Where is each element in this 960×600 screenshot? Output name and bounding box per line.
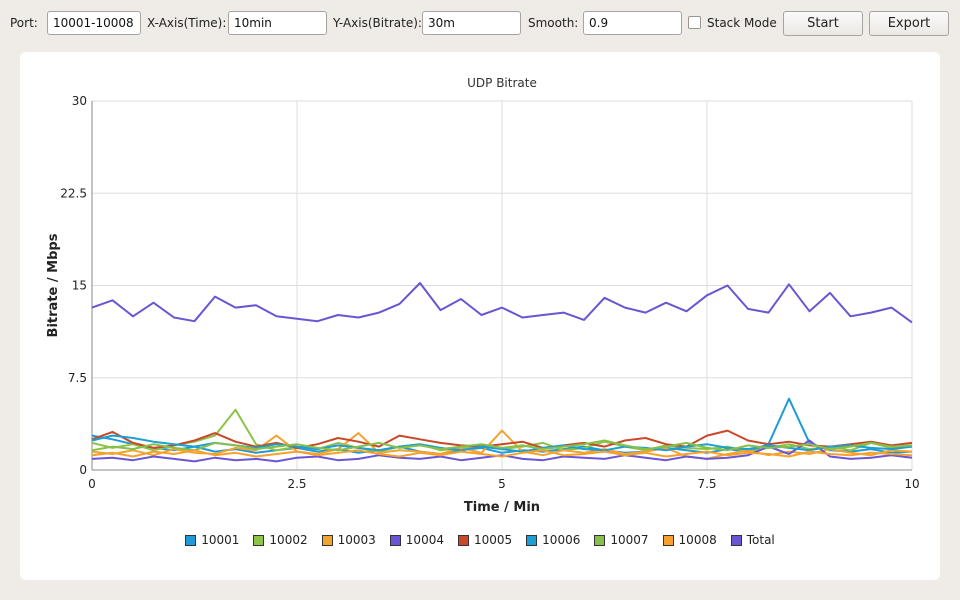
port-label: Port: — [10, 16, 38, 30]
legend-item-10002: 10002 — [253, 533, 308, 547]
legend-item-10003: 10003 — [321, 533, 376, 547]
series-line-10008 — [91, 449, 913, 458]
series-line-10004 — [91, 439, 913, 463]
toolbar: Port: X-Axis(Time): Y-Axis(Bitrate): Smo… — [0, 0, 960, 48]
legend-item-10007: 10007 — [594, 533, 649, 547]
legend-label: 10001 — [201, 533, 240, 547]
yaxis-bitrate-input[interactable] — [422, 11, 521, 35]
legend-item-10006: 10006 — [526, 533, 580, 547]
chart-panel: UDP Bitrate 0 7.5 15 22.5 30 0 2.5 5 7.5 10 Time / … — [20, 52, 940, 580]
stack-mode-label[interactable]: Stack Mode — [707, 16, 777, 30]
legend-label: 10004 — [405, 533, 444, 547]
legend-label: 10003 — [337, 533, 376, 547]
legend-swatch — [389, 534, 401, 546]
y-tick-label: 7.5 — [68, 371, 87, 385]
yaxis-bitrate-label: Y-Axis(Bitrate): — [333, 16, 422, 30]
legend-item-10001: 10001 — [185, 533, 239, 547]
legend-label: 10007 — [610, 533, 649, 547]
port-input[interactable] — [47, 11, 141, 35]
start-button[interactable]: Start — [783, 11, 863, 36]
legend-item-10004: 10004 — [389, 533, 444, 547]
x-tick-label: 0 — [88, 477, 96, 491]
x-tick-label: 7.5 — [697, 477, 716, 491]
y-tick-label: 22.5 — [60, 186, 87, 200]
legend-swatch — [594, 534, 606, 546]
y-tick-label: 0 — [79, 463, 87, 477]
stack-mode-checkbox[interactable] — [688, 16, 701, 29]
legend-swatch — [457, 534, 469, 546]
legend-swatch — [730, 534, 742, 546]
legend-swatch — [526, 534, 538, 546]
legend-label: 10002 — [269, 533, 308, 547]
y-tick-label: 15 — [72, 279, 87, 293]
x-tick-label: 5 — [498, 477, 506, 491]
smooth-input[interactable] — [583, 11, 682, 35]
series-line-10005 — [91, 429, 913, 449]
smooth-label: Smooth: — [528, 16, 579, 30]
x-tick-label: 10 — [904, 477, 919, 491]
udp-bitrate-chart: UDP Bitrate 0 7.5 15 22.5 30 0 2.5 5 7.5 10 Time / … — [46, 76, 920, 515]
legend-swatch — [253, 534, 265, 546]
x-tick-label: 2.5 — [287, 477, 306, 491]
legend-label: 10006 — [542, 533, 581, 547]
chart-title: UDP Bitrate — [467, 76, 537, 90]
legend-label: 10008 — [678, 533, 717, 547]
legend-swatch — [321, 534, 333, 546]
export-button[interactable]: Export — [869, 11, 949, 36]
y-tick-label: 30 — [72, 94, 87, 108]
legend-item-10005: 10005 — [457, 533, 513, 547]
legend-item-total: Total — [730, 533, 775, 547]
legend-swatch — [662, 534, 674, 546]
legend-item-10008: 10008 — [662, 533, 717, 547]
legend-swatch — [185, 534, 197, 546]
series-line-total — [91, 282, 913, 324]
x-axis-title: Time / Min — [464, 500, 540, 515]
chart-legend: 10001 10002 10003 10004 10005 10006 10007 10008… — [20, 531, 940, 549]
series-line-10007 — [91, 439, 913, 452]
y-axis-title: Bitrate / Mbps — [46, 233, 61, 337]
xaxis-time-input[interactable] — [228, 11, 327, 35]
legend-label: Total — [746, 533, 775, 547]
xaxis-time-label: X-Axis(Time): — [147, 16, 227, 30]
legend-label: 10005 — [473, 533, 513, 547]
